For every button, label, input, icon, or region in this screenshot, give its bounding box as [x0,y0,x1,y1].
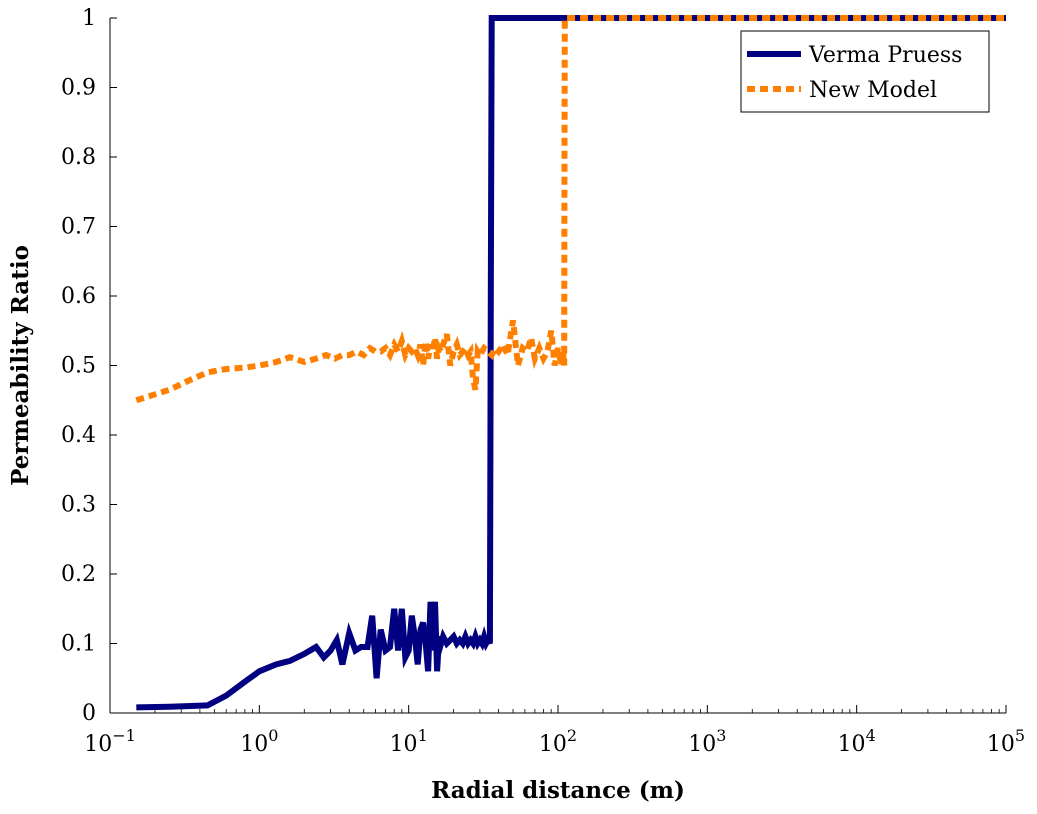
x-tick-label: 100 [240,726,278,757]
legend-label: Verma Pruess [808,43,962,68]
y-tick-label: 0.9 [61,76,96,101]
x-tick-label: 105 [987,726,1025,757]
y-tick-label: 0.5 [61,354,96,379]
x-tick-label: 104 [838,726,876,757]
y-tick-label: 0.1 [61,632,96,657]
series-line-new-model [135,15,1006,404]
y-tick-label: 0.2 [61,562,96,587]
x-tick-label: 10−1 [84,726,136,757]
x-tick-label: 103 [688,726,726,757]
y-tick-label: 0 [82,701,96,726]
y-tick-label: 0.8 [61,145,96,170]
legend-label: New Model [809,78,937,103]
y-axis-title: Permeability Ratio [7,245,34,486]
legend: Verma Pruess New Model [740,30,990,113]
axes-group: 0 0.1 0.2 0.3 0.4 0.5 0.6 0.7 0.8 0.9 1 10−1 100 101 1… [61,6,1025,757]
legend-box [740,30,990,113]
y-tick-label: 0.6 [61,284,96,309]
y-tick-label: 0.7 [61,215,96,240]
y-tick-label: 0.4 [61,423,96,448]
x-tick-label: 102 [539,726,577,757]
y-tick-label: 0.3 [61,493,96,518]
series-group [135,15,1006,711]
y-tick-label: 1 [82,6,96,31]
x-axis-title: Radial distance (m) [431,777,685,804]
x-tick-label: 101 [390,726,428,757]
series-line-verma-pruess [136,15,1006,711]
